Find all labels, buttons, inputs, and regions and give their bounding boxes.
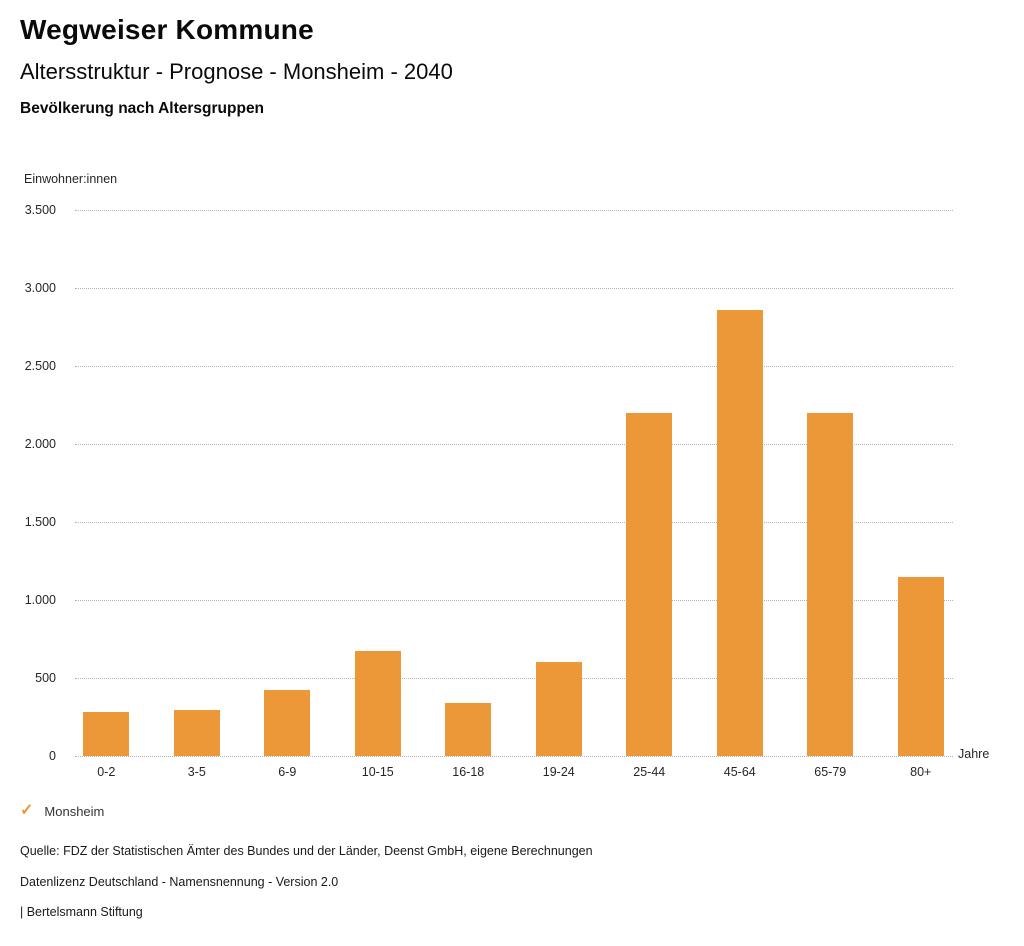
x-tick-label-25-44: 25-44: [633, 765, 666, 779]
x-tick-label-65-79: 65-79: [814, 765, 847, 779]
chart-header: Wegweiser Kommune Altersstruktur - Progn…: [20, 14, 453, 118]
gridline-2.500: [75, 366, 953, 367]
x-tick-label-80+: 80+: [910, 765, 932, 779]
y-axis-title: Einwohner:innen: [24, 172, 118, 186]
bar-band-25-44: [604, 210, 695, 756]
chart-subtitle: Altersstruktur - Prognose - Monsheim - 2…: [20, 59, 453, 84]
source-text: Quelle: FDZ der Statistischen Ämter des …: [20, 844, 593, 858]
bar-0-2[interactable]: [83, 712, 130, 756]
bar-3-5[interactable]: [173, 709, 220, 756]
bar-45-64[interactable]: [716, 309, 763, 756]
y-tick-label-3.500: 3.500: [24, 203, 56, 217]
x-tick-label-0-2: 0-2: [97, 765, 116, 779]
bar-band-19-24: [514, 210, 605, 756]
gridline-3.500: [75, 210, 953, 211]
bar-band-0-2: [61, 210, 152, 756]
bar-band-16-18: [423, 210, 514, 756]
bar-6-9[interactable]: [264, 689, 311, 756]
bar-10-15[interactable]: [354, 650, 401, 756]
bar-25-44[interactable]: [626, 412, 673, 756]
gridline-3.000: [75, 288, 953, 289]
license-text: Datenlizenz Deutschland - Namensnennung …: [20, 875, 339, 889]
y-tick-label-2.000: 2.000: [24, 437, 56, 451]
page-title: Wegweiser Kommune: [20, 14, 314, 45]
x-tick-label-10-15: 10-15: [361, 765, 394, 779]
gridline-1.500: [75, 522, 953, 523]
gridline-500: [75, 678, 953, 679]
y-tick-label-2.500: 2.500: [24, 359, 56, 373]
bar-band-6-9: [242, 210, 333, 756]
y-tick-label-1.500: 1.500: [24, 515, 56, 529]
y-tick-label-3.000: 3.000: [24, 281, 56, 295]
bar-19-24[interactable]: [535, 662, 582, 756]
gridline-1.000: [75, 600, 953, 601]
gridline-2.000: [75, 444, 953, 445]
bar-series-monsheim: [61, 210, 966, 756]
legend-label: Monsheim: [44, 803, 105, 819]
x-tick-label-19-24: 19-24: [542, 765, 575, 779]
x-tick-label-45-64: 45-64: [723, 765, 756, 779]
check-icon: ✓: [20, 802, 34, 819]
x-tick-label-16-18: 16-18: [452, 765, 485, 779]
chart-heading: Bevölkerung nach Altersgruppen: [20, 100, 265, 117]
bar-band-45-64: [695, 210, 786, 756]
x-axis-title: Jahre: [958, 747, 990, 761]
gridline-0: [75, 756, 953, 757]
bar-band-65-79: [785, 210, 876, 756]
y-tick-label-0: 0: [49, 749, 56, 763]
bar-80+[interactable]: [897, 577, 944, 756]
legend-item-monsheim[interactable]: ✓ Monsheim: [20, 803, 104, 819]
bar-band-3-5: [152, 210, 243, 756]
bar-band-80+: [876, 210, 967, 756]
bar-65-79[interactable]: [807, 412, 854, 756]
x-axis-tick-labels: 0-2 3-5 6-9 10-15 16-18 19-24 25-44 45-64 65-79 8…: [61, 765, 966, 779]
attribution-text: | Bertelsmann Stiftung: [20, 905, 143, 919]
bar-band-10-15: [333, 210, 424, 756]
y-tick-label-500: 500: [35, 671, 56, 685]
y-tick-label-1.000: 1.000: [24, 593, 56, 607]
bar-16-18[interactable]: [445, 702, 492, 756]
x-tick-label-6-9: 6-9: [278, 765, 297, 779]
plot-area: [61, 210, 966, 757]
x-tick-label-3-5: 3-5: [187, 765, 206, 779]
